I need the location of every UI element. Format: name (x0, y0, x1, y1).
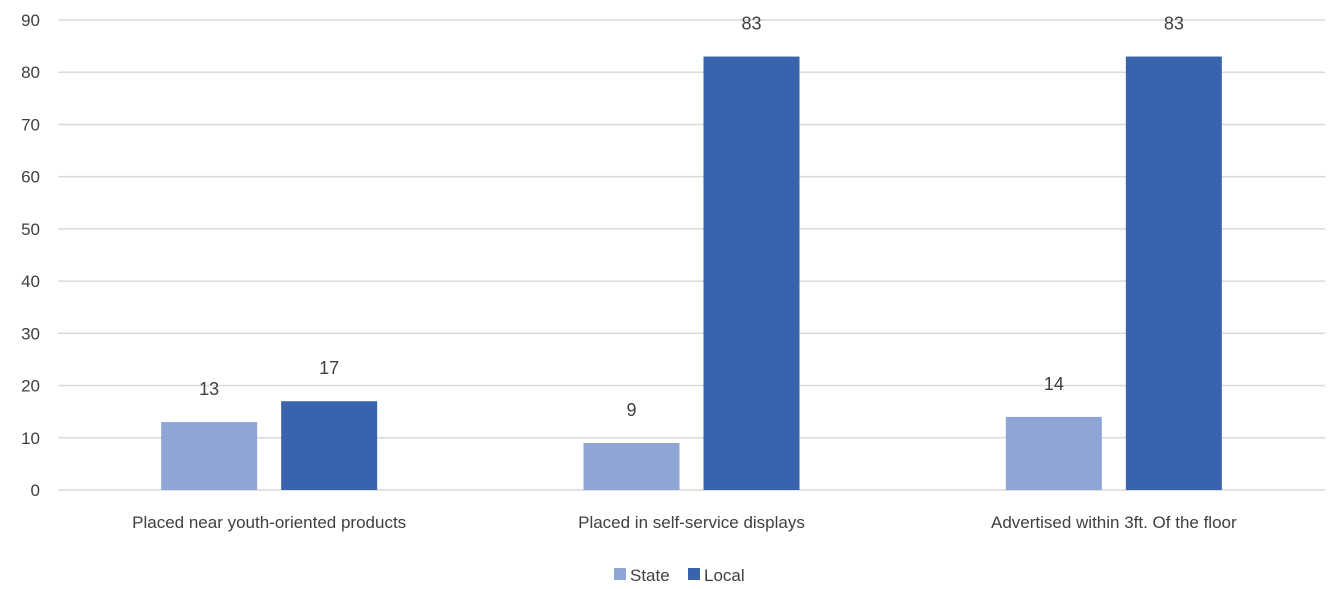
data-label-state-0: 13 (199, 379, 219, 399)
y-tick-label: 80 (21, 63, 40, 82)
bars (161, 56, 1222, 491)
bar-state-0 (161, 422, 258, 490)
bar-local-0 (281, 401, 378, 490)
legend-label-state: State (630, 566, 670, 584)
gridlines (58, 19, 1325, 491)
y-tick-label: 0 (31, 481, 40, 500)
y-tick-label: 40 (21, 272, 40, 291)
y-tick-label: 90 (21, 11, 40, 30)
bar-state-2 (1005, 416, 1102, 490)
data-label-local-0: 17 (319, 358, 339, 378)
legend-swatch-local (688, 568, 700, 580)
category-label-1: Placed in self-service displays (578, 513, 805, 532)
y-tick-label: 30 (21, 324, 40, 343)
data-label-state-1: 9 (626, 400, 636, 420)
legend: State Local (614, 566, 745, 585)
y-axis-tick-labels: 0 10 20 30 40 50 60 70 80 90 (21, 11, 40, 500)
legend-swatch-state (614, 568, 626, 580)
y-tick-label: 60 (21, 168, 40, 187)
data-labels: 13 17 9 83 14 83 (199, 14, 1184, 420)
bar-local-1 (703, 56, 800, 491)
y-tick-label: 70 (21, 115, 40, 134)
data-label-local-2: 83 (1164, 14, 1184, 34)
bar-state-1 (583, 443, 680, 490)
legend-label-local: Local (704, 566, 745, 584)
y-tick-label: 50 (21, 220, 40, 239)
bar-local-2 (1125, 56, 1222, 491)
category-label-0: Placed near youth-oriented products (132, 513, 406, 532)
x-axis-category-labels: Placed near youth-oriented products Place… (132, 513, 1237, 532)
data-label-local-1: 83 (741, 14, 761, 34)
y-tick-label: 10 (21, 429, 40, 448)
category-label-2: Advertised within 3ft. Of the floor (991, 513, 1237, 532)
data-label-state-2: 14 (1044, 374, 1064, 394)
y-tick-label: 20 (21, 377, 40, 396)
